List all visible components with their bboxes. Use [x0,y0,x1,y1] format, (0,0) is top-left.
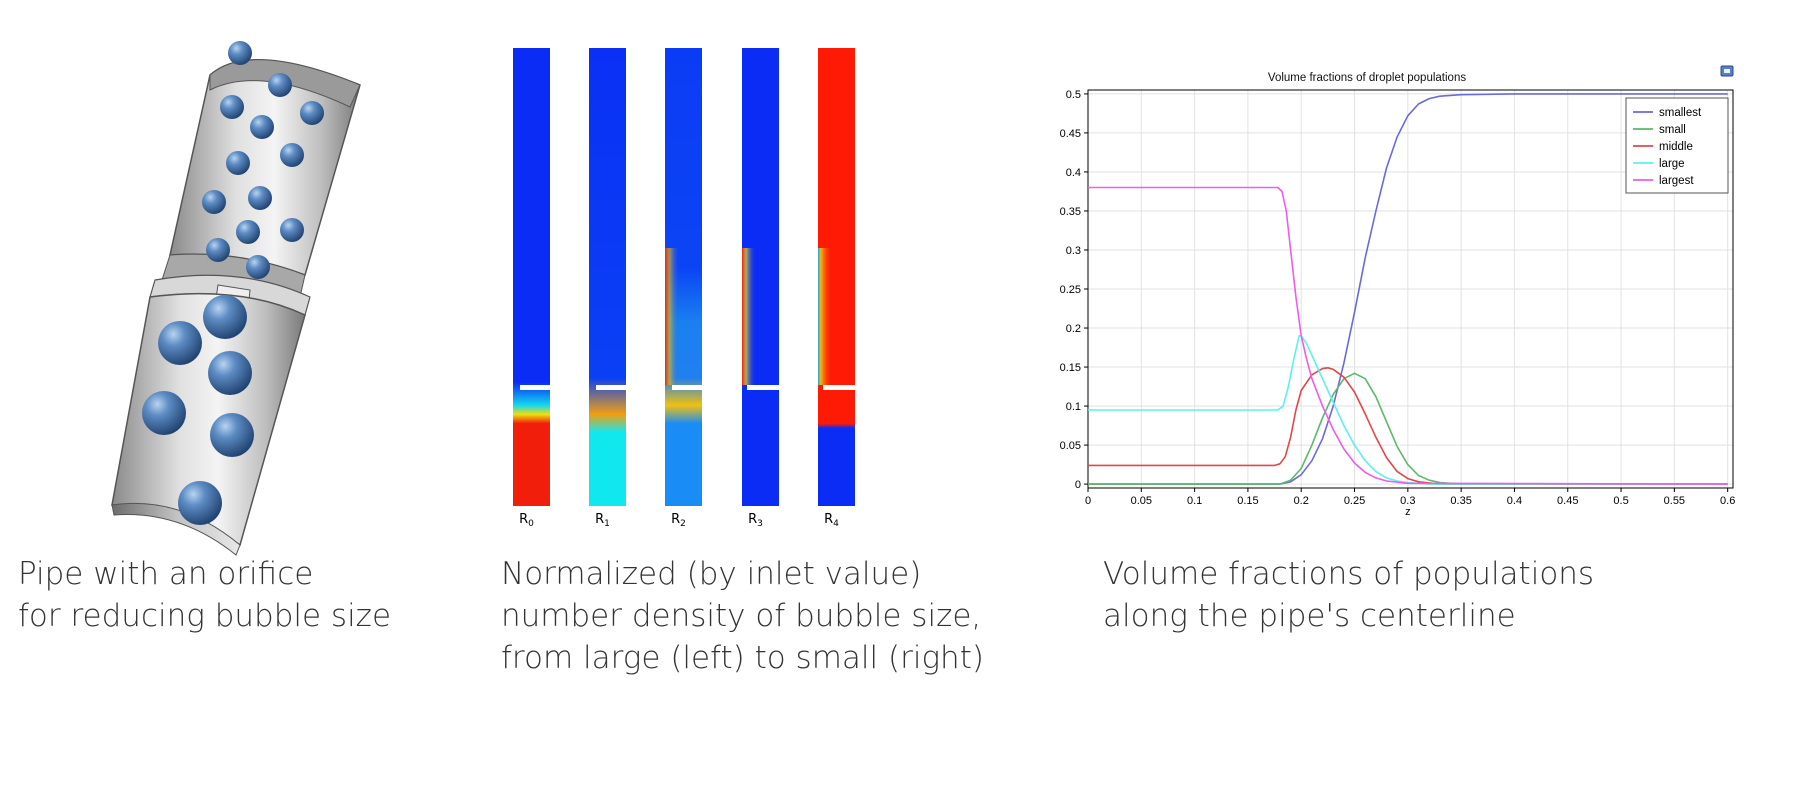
bubble [202,190,226,214]
number-density-plots: R0 R1 R2 R3 R4 [513,48,855,529]
x-tick-label: 0.45 [1557,495,1578,507]
x-tick-label: 0.2 [1294,495,1309,507]
plot-frame [1087,89,1734,489]
bubble [280,143,304,167]
x-tick-label: 0.25 [1344,495,1365,507]
bubble [268,73,292,97]
legend-label: smallest [1659,107,1702,119]
series-line-small [1088,372,1728,485]
bubble [226,151,250,175]
bubble [280,218,304,242]
density-column-4: R4 [818,48,855,529]
x-tick-label: 0.5 [1613,495,1628,507]
line-chart: Volume fractions of droplet populations … [1060,65,1736,518]
x-tick-label: 0.3 [1400,495,1415,507]
pipe-caption: Pipe with an orifice for reducing bubble… [18,553,391,637]
x-tick-label: 0.4 [1507,495,1522,507]
chart-axes: 0 0.05 0.1 0.15 0.2 0.25 0.3 0.35 0.4 0.45 0.5 0.55… [1060,89,1736,518]
density-column-label: R0 [519,512,534,529]
x-tick-label: 0 [1085,495,1091,507]
density-column-subscript: 3 [757,519,763,529]
bubble [248,186,272,210]
x-tick-label: 0.6 [1720,495,1735,507]
bubble [203,295,247,339]
density-caption: Normalized (by inlet value) number densi… [501,553,984,679]
density-column-label: R1 [595,512,610,529]
export-icon[interactable] [1720,65,1734,77]
bubble [142,391,186,435]
series-line-smallest [1088,93,1728,485]
x-tick-label: 0.15 [1237,495,1258,507]
chart-caption-line-1: Volume fractions of populations [1103,556,1595,592]
y-tick-label: 0.35 [1060,206,1081,218]
legend-label: largest [1659,175,1694,187]
chart-title: Volume fractions of droplet populations [1268,72,1466,84]
series-line-middle [1088,367,1728,485]
density-column-0: R0 [513,48,550,529]
bubble [210,413,254,457]
pipe-lower-section [111,292,306,556]
legend-label: small [1659,124,1686,136]
density-column-subscript: 2 [680,519,686,529]
bubble [208,351,252,395]
pipe-caption-line-2: for reducing bubble size [18,598,392,634]
bubble [236,220,260,244]
y-tick-label: 0.5 [1066,89,1081,101]
density-column-subscript: 1 [604,519,610,529]
y-tick-label: 0.1 [1066,401,1081,413]
chart-grid [1087,90,1733,488]
x-tick-label: 0.05 [1131,495,1152,507]
x-tick-label: 0.55 [1664,495,1685,507]
bubble [158,321,202,365]
chart-caption-line-2: along the pipe's centerline [1103,598,1516,634]
density-caption-line-3: from large (left) to small (right) [501,640,984,676]
number-density-panel: R0 R1 R2 R3 R4 [510,45,930,625]
density-column-1: R1 [589,48,626,529]
density-column-label: R2 [671,512,686,529]
chart-caption: Volume fractions of populations along th… [1103,553,1594,637]
bubble [300,101,324,125]
x-tick-label: 0.1 [1187,495,1202,507]
pipe-illustration [100,35,440,635]
density-column-3: R3 [742,48,779,529]
bubble [206,238,230,262]
legend-box [1625,97,1729,194]
bubbles-group [142,41,324,525]
y-tick-label: 0 [1075,479,1081,491]
legend-label: middle [1659,141,1693,153]
y-tick-label: 0.15 [1060,362,1081,374]
chart-series [1088,93,1728,485]
y-tick-label: 0.3 [1066,245,1081,257]
y-tick-label: 0.4 [1066,167,1081,179]
bubble [220,95,244,119]
density-column-label: R3 [748,512,763,529]
density-caption-line-1: Normalized (by inlet value) [501,556,922,592]
chart-legend: smallest small middle large largest [1625,97,1729,194]
pipe-caption-line-1: Pipe with an orifice [18,556,314,592]
y-tick-label: 0.2 [1066,323,1081,335]
series-line-large [1088,335,1728,485]
x-tick-label: 0.35 [1450,495,1471,507]
density-caption-line-2: number density of bubble size, [501,598,982,634]
series-line-largest [1088,186,1728,485]
legend-label: large [1659,158,1685,170]
bubble [250,115,274,139]
bubble [178,481,222,525]
y-tick-label: 0.45 [1060,128,1081,140]
density-column-subscript: 4 [833,519,839,529]
density-column-label: R4 [824,512,839,529]
density-column-subscript: 0 [528,519,534,529]
volume-fraction-chart: Volume fractions of droplet populations … [1040,58,1740,598]
y-tick-label: 0.25 [1060,284,1081,296]
density-column-2: R2 [665,48,702,529]
bubble [246,255,270,279]
x-axis-label: z [1405,506,1411,518]
bubble [228,41,252,65]
pipe-drawing [111,41,361,556]
y-tick-label: 0.05 [1060,440,1081,452]
